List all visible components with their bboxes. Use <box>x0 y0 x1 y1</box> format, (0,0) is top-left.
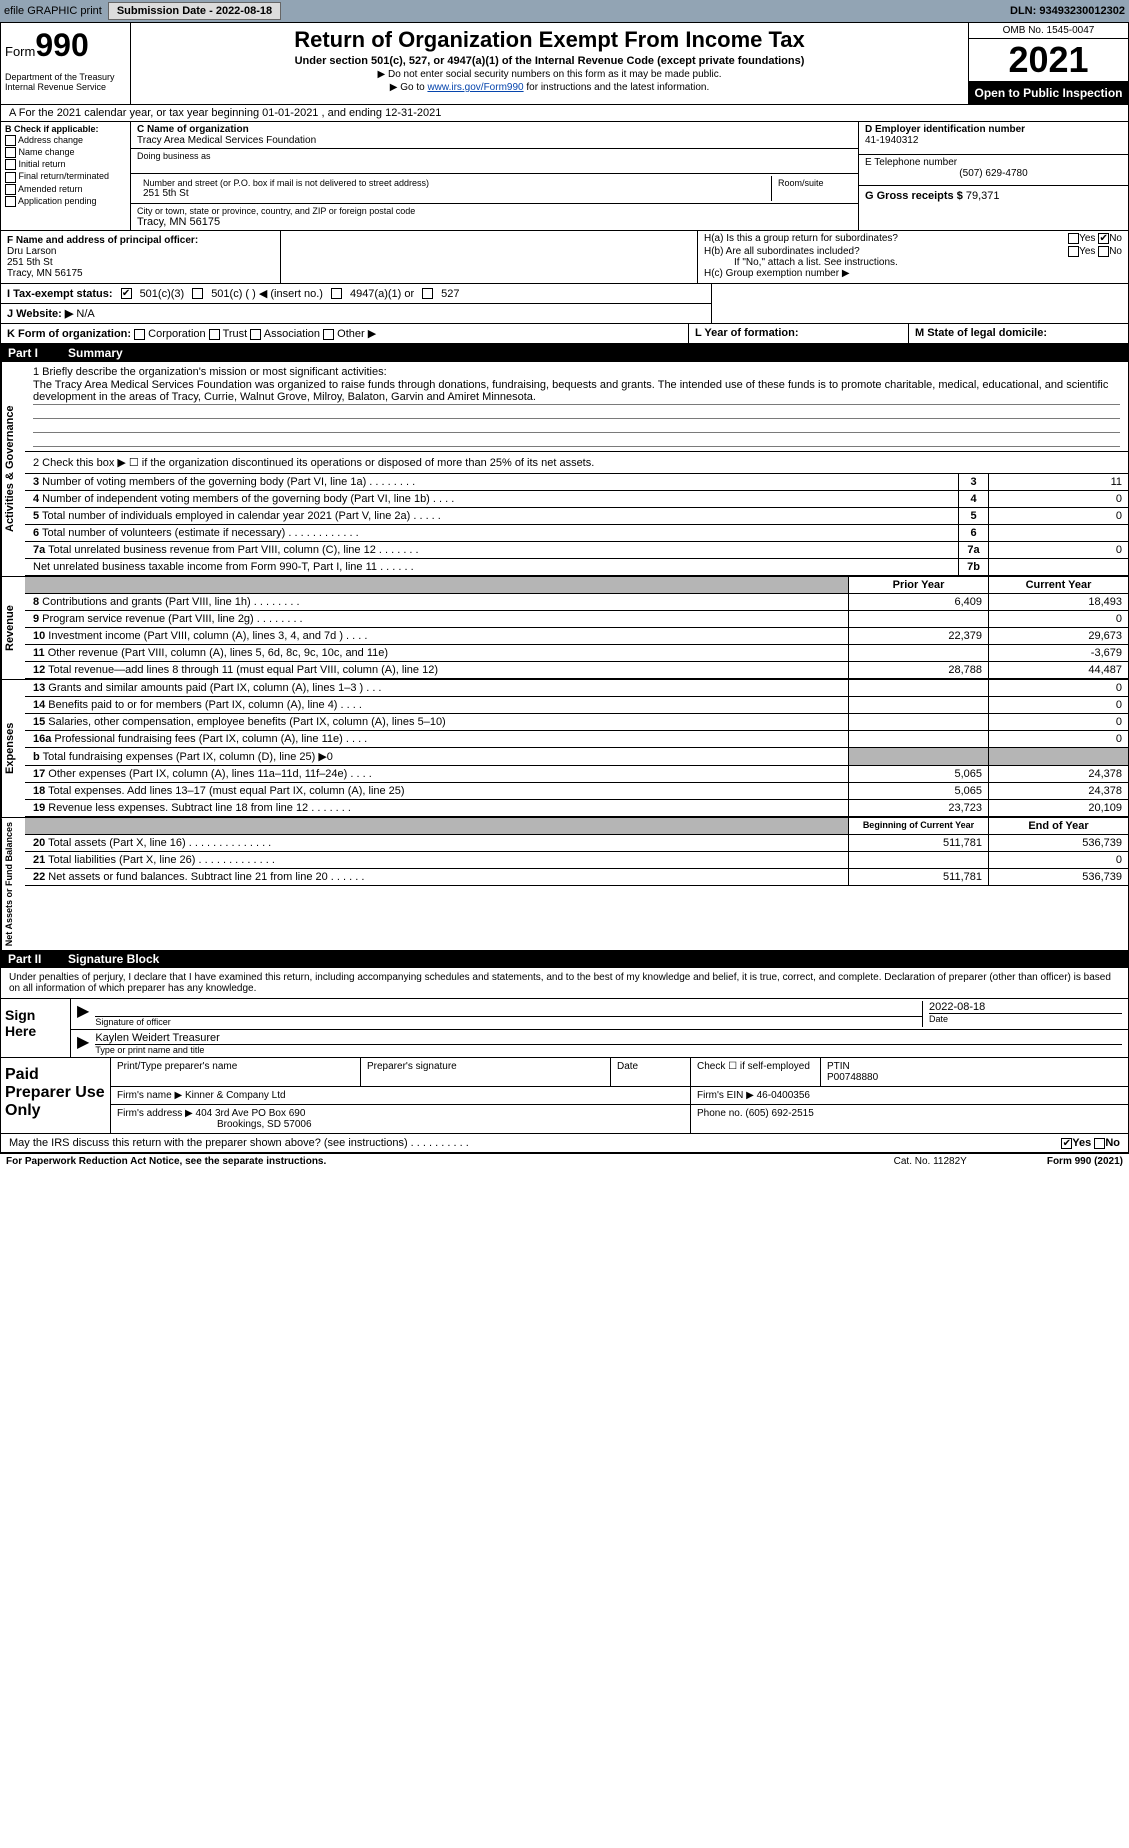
officer-name: Dru Larson <box>7 246 56 257</box>
city-state-zip: Tracy, MN 56175 <box>137 216 852 228</box>
4947-checkbox[interactable] <box>331 288 342 299</box>
financial-row: 12 Total revenue—add lines 8 through 11 … <box>25 662 1128 679</box>
box-b: B Check if applicable: Address change Na… <box>1 122 131 230</box>
financial-row: 19 Revenue less expenses. Subtract line … <box>25 800 1128 817</box>
financial-row: 14 Benefits paid to or for members (Part… <box>25 697 1128 714</box>
paid-preparer-block: Paid Preparer Use Only Print/Type prepar… <box>0 1058 1129 1134</box>
box-i-j: I Tax-exempt status: ✔501(c)(3) 501(c) (… <box>0 284 1129 324</box>
trust-checkbox[interactable] <box>209 329 220 340</box>
summary-row: 5 Total number of individuals employed i… <box>25 508 1128 525</box>
firm-phone: (605) 692-2515 <box>745 1108 813 1119</box>
form-header: Form990 Department of the Treasury Inter… <box>0 22 1129 105</box>
efile-label: efile GRAPHIC print <box>4 5 102 17</box>
527-checkbox[interactable] <box>422 288 433 299</box>
activities-governance-block: Activities & Governance 1 Briefly descri… <box>0 362 1129 577</box>
signature-declaration: Under penalties of perjury, I declare th… <box>0 968 1129 999</box>
mission-text: The Tracy Area Medical Services Foundati… <box>33 378 1120 405</box>
ein: 41-1940312 <box>865 135 1122 146</box>
ssn-note: ▶ Do not enter social security numbers o… <box>135 69 964 80</box>
expenses-block: Expenses 13 Grants and similar amounts p… <box>0 680 1129 818</box>
side-expenses: Expenses <box>1 680 25 817</box>
street-address: 251 5th St <box>143 188 765 199</box>
tax-year: 2021 <box>969 39 1128 82</box>
part2-header: Part IISignature Block <box>0 950 1129 968</box>
section-a: A For the 2021 calendar year, or tax yea… <box>0 105 1129 122</box>
box-b-item[interactable]: Address change <box>5 135 126 146</box>
revenue-block: Revenue Prior YearCurrent Year 8 Contrib… <box>0 577 1129 680</box>
form-label: Form <box>5 44 35 59</box>
group-exemption: H(c) Group exemption number ▶ <box>704 268 1122 279</box>
financial-row: 20 Total assets (Part X, line 16) . . . … <box>25 835 1128 852</box>
dln-label: DLN: 93493230012302 <box>1010 5 1125 17</box>
financial-row: 10 Investment income (Part VIII, column … <box>25 628 1128 645</box>
instructions-note: ▶ Go to www.irs.gov/Form990 for instruct… <box>135 82 964 93</box>
financial-row: 11 Other revenue (Part VIII, column (A),… <box>25 645 1128 662</box>
summary-row: 7a Total unrelated business revenue from… <box>25 542 1128 559</box>
part1-header: Part ISummary <box>0 344 1129 362</box>
h-a-no-checkbox[interactable]: ✔ <box>1098 233 1109 244</box>
financial-row: 8 Contributions and grants (Part VIII, l… <box>25 594 1128 611</box>
financial-row: b Total fundraising expenses (Part IX, c… <box>25 748 1128 766</box>
phone: (507) 629-4780 <box>865 168 1122 179</box>
dept-label: Department of the Treasury Internal Reve… <box>5 72 126 92</box>
irs-link[interactable]: www.irs.gov/Form990 <box>427 82 523 93</box>
firm-name: Kinner & Company Ltd <box>185 1090 286 1101</box>
box-b-item[interactable]: Initial return <box>5 159 126 170</box>
form-subtitle: Under section 501(c), 527, or 4947(a)(1)… <box>135 55 964 67</box>
financial-row: 18 Total expenses. Add lines 13–17 (must… <box>25 783 1128 800</box>
form-title: Return of Organization Exempt From Incom… <box>135 27 964 53</box>
summary-row: Net unrelated business taxable income fr… <box>25 559 1128 576</box>
501c-checkbox[interactable] <box>192 288 203 299</box>
financial-row: 21 Total liabilities (Part X, line 26) .… <box>25 852 1128 869</box>
summary-row: 3 Number of voting members of the govern… <box>25 474 1128 491</box>
discuss-row: May the IRS discuss this return with the… <box>0 1134 1129 1153</box>
other-checkbox[interactable] <box>323 329 334 340</box>
box-b-item[interactable]: Final return/terminated <box>5 171 126 182</box>
assoc-checkbox[interactable] <box>250 329 261 340</box>
box-b-item[interactable]: Application pending <box>5 196 126 207</box>
page-footer: For Paperwork Reduction Act Notice, see … <box>0 1153 1129 1169</box>
side-revenue: Revenue <box>1 577 25 679</box>
firm-ein: 46-0400356 <box>757 1090 810 1101</box>
501c3-checkbox[interactable]: ✔ <box>121 288 132 299</box>
gross-receipts: 79,371 <box>966 190 1000 202</box>
omb-number: OMB No. 1545-0047 <box>969 23 1128 39</box>
summary-row: 4 Number of independent voting members o… <box>25 491 1128 508</box>
financial-row: 13 Grants and similar amounts paid (Part… <box>25 680 1128 697</box>
officer-print-name: Kaylen Weidert Treasurer <box>95 1032 1122 1045</box>
topbar: efile GRAPHIC print Submission Date - 20… <box>0 0 1129 22</box>
financial-row: 9 Program service revenue (Part VIII, li… <box>25 611 1128 628</box>
financial-row: 22 Net assets or fund balances. Subtract… <box>25 869 1128 886</box>
box-d-e-g: D Employer identification number41-19403… <box>858 122 1128 230</box>
box-f-h: F Name and address of principal officer:… <box>0 231 1129 284</box>
firm-address: 404 3rd Ave PO Box 690 <box>196 1108 306 1119</box>
side-netassets: Net Assets or Fund Balances <box>1 818 25 950</box>
form-number: 990 <box>35 27 88 63</box>
box-b-item[interactable]: Amended return <box>5 184 126 195</box>
org-name: Tracy Area Medical Services Foundation <box>137 135 852 146</box>
website: N/A <box>76 308 94 320</box>
h-a-yes-checkbox[interactable] <box>1068 233 1079 244</box>
corp-checkbox[interactable] <box>134 329 145 340</box>
submission-date-button[interactable]: Submission Date - 2022-08-18 <box>108 2 281 20</box>
summary-row: 6 Total number of volunteers (estimate i… <box>25 525 1128 542</box>
h-b-no-checkbox[interactable] <box>1098 246 1109 257</box>
financial-row: 15 Salaries, other compensation, employe… <box>25 714 1128 731</box>
discuss-yes-checkbox[interactable]: ✔ <box>1061 1138 1072 1149</box>
sign-here-block: Sign Here ▶Signature of officer2022-08-1… <box>0 999 1129 1058</box>
box-c: C Name of organizationTracy Area Medical… <box>131 122 858 230</box>
box-k-l-m: K Form of organization: Corporation Trus… <box>0 324 1129 344</box>
h-b-yes-checkbox[interactable] <box>1068 246 1079 257</box>
discuss-no-checkbox[interactable] <box>1094 1138 1105 1149</box>
sign-date: 2022-08-18 <box>929 1001 1122 1014</box>
financial-row: 17 Other expenses (Part IX, column (A), … <box>25 766 1128 783</box>
header-boxes: B Check if applicable: Address change Na… <box>0 122 1129 231</box>
netassets-block: Net Assets or Fund Balances Beginning of… <box>0 818 1129 950</box>
open-public-badge: Open to Public Inspection <box>969 82 1128 104</box>
box-b-item[interactable]: Name change <box>5 147 126 158</box>
line2: 2 Check this box ▶ ☐ if the organization… <box>25 452 1128 474</box>
ptin: P00748880 <box>827 1072 878 1083</box>
financial-row: 16a Professional fundraising fees (Part … <box>25 731 1128 748</box>
side-activities: Activities & Governance <box>1 362 25 576</box>
